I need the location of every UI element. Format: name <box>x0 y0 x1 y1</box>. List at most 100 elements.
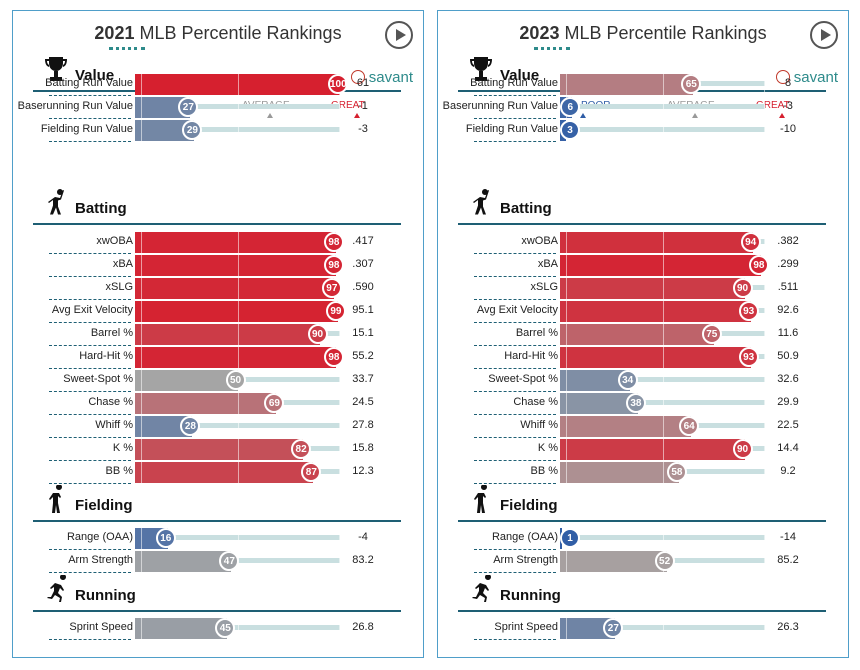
row-divider <box>49 414 131 415</box>
gridline <box>764 74 765 95</box>
metric-label: Batting Run Value <box>45 77 133 89</box>
percentile-badge: 98 <box>748 255 769 275</box>
metric-label: Sweet-Spot % <box>488 373 558 385</box>
percentile-bar <box>135 370 238 391</box>
percentile-badge: 99 <box>325 301 346 321</box>
percentile-badge: 82 <box>291 439 312 459</box>
percentile-badge: 98 <box>323 255 344 275</box>
percentile-bar <box>560 618 616 639</box>
gridline <box>764 439 765 460</box>
gridline <box>662 255 664 276</box>
metric-label: BB % <box>530 465 558 477</box>
percentile-badge: 87 <box>301 462 322 482</box>
play-button[interactable] <box>385 21 413 49</box>
gridline <box>339 97 340 118</box>
percentile-badge: 90 <box>732 278 753 298</box>
percentile-badge: 52 <box>654 551 675 571</box>
gridline <box>141 278 142 299</box>
percentile-bar <box>135 278 334 299</box>
gridline <box>141 97 142 118</box>
gridline <box>141 74 142 95</box>
percentile-badge: 28 <box>180 416 201 436</box>
percentile-bar <box>135 347 336 368</box>
gridline <box>339 393 340 414</box>
gridline <box>566 74 567 95</box>
metric-row: Arm Strength 52 85.2 <box>438 550 850 573</box>
savant-text: savant <box>793 69 838 86</box>
gridline <box>662 74 664 95</box>
metric-row: Barrel % 90 15.1 <box>13 323 425 346</box>
percentile-bar <box>135 97 191 118</box>
gridline <box>566 301 567 322</box>
percentile-bar <box>560 416 692 437</box>
metric-row: Sweet-Spot % 50 33.7 <box>13 369 425 392</box>
metric-value: 33.7 <box>352 373 374 385</box>
metric-row: Batting Run Value 100 61 <box>13 73 425 96</box>
row-divider <box>474 437 556 438</box>
metric-row: xwOBA 94 .382 <box>438 231 850 254</box>
metric-value: 92.6 <box>777 304 799 316</box>
gridline <box>141 551 142 572</box>
gridline <box>141 347 142 368</box>
metric-row: Hard-Hit % 93 50.9 <box>438 346 850 369</box>
metric-label: Baserunning Run Value <box>442 100 558 112</box>
gridline <box>237 347 239 368</box>
scale-marker-poor <box>580 113 586 118</box>
fielder-icon <box>43 484 69 515</box>
gridline <box>237 416 239 437</box>
row-divider <box>474 276 556 277</box>
metric-label: xSLG <box>530 281 558 293</box>
metric-label: xBA <box>537 258 558 270</box>
row-divider <box>474 345 556 346</box>
percentile-bar <box>135 232 336 253</box>
metric-value: 27.8 <box>352 419 374 431</box>
row-divider <box>474 95 556 96</box>
row-divider <box>474 118 556 119</box>
metric-row: Baserunning Run Value 6 -3 <box>438 96 850 119</box>
play-button[interactable] <box>810 21 838 49</box>
baseball-icon <box>775 70 790 84</box>
metric-row: Whiff % 64 22.5 <box>438 415 850 438</box>
metric-value: .511 <box>777 281 799 293</box>
gridline <box>764 278 765 299</box>
baseball-icon <box>350 70 365 84</box>
row-divider <box>49 437 131 438</box>
metric-value: -4 <box>358 531 368 543</box>
panel-title-year: 2023 <box>519 23 560 43</box>
percentile-badge: 29 <box>182 120 203 140</box>
percentile-bar <box>560 278 745 299</box>
row-divider <box>474 391 556 392</box>
section-title-running: Running <box>75 587 136 604</box>
metric-row: K % 90 14.4 <box>438 438 850 461</box>
percentile-badge: 94 <box>740 232 761 252</box>
metric-value: -3 <box>358 123 368 135</box>
scale-marker-average <box>692 113 698 118</box>
row-divider <box>474 141 556 142</box>
section-title-fielding: Fielding <box>75 497 133 514</box>
percentile-badge: 16 <box>155 528 176 548</box>
percentile-bar <box>135 618 228 639</box>
metric-label: Baserunning Run Value <box>17 100 133 112</box>
gridline <box>662 232 664 253</box>
percentile-badge: 50 <box>225 370 246 390</box>
gridline <box>566 462 567 483</box>
percentile-bar <box>135 462 314 483</box>
row-divider <box>49 118 131 119</box>
percentile-bar <box>560 393 638 414</box>
metric-value: 12.3 <box>352 465 374 477</box>
row-divider <box>474 572 556 573</box>
metric-value: .382 <box>777 235 799 247</box>
gridline <box>566 393 567 414</box>
gridline <box>662 416 664 437</box>
metric-row: Arm Strength 47 83.2 <box>13 550 425 573</box>
row-divider <box>49 322 131 323</box>
percentile-badge: 100 <box>328 74 348 94</box>
gridline <box>141 393 142 414</box>
metric-row: xBA 98 .299 <box>438 254 850 277</box>
percentile-badge: 90 <box>732 439 753 459</box>
metric-label: Sweet-Spot % <box>63 373 133 385</box>
section-divider <box>33 223 401 225</box>
metric-row: Baserunning Run Value 27 -1 <box>13 96 425 119</box>
percentile-badge: 90 <box>307 324 328 344</box>
row-divider <box>49 368 131 369</box>
